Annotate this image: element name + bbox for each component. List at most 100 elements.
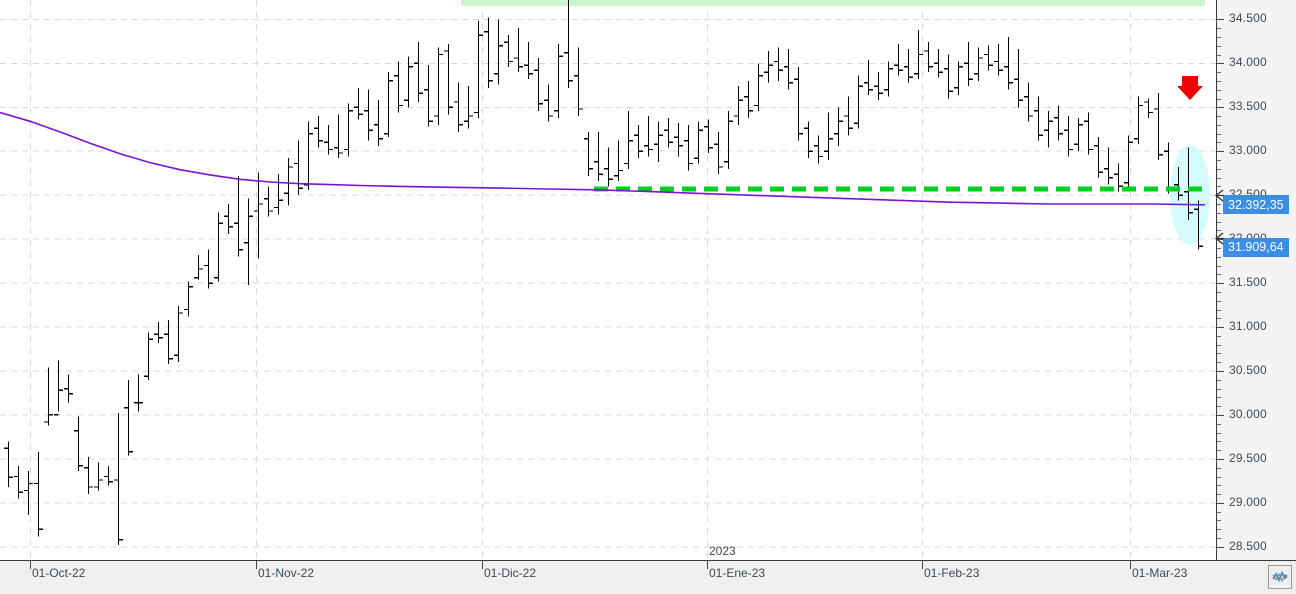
price-minor-tick: [1217, 494, 1221, 496]
price-minor-tick: [1217, 529, 1221, 531]
focus-ellipse: [1170, 145, 1210, 245]
price-minor-tick: [1217, 80, 1221, 82]
price-minor-tick: [1217, 318, 1221, 320]
price-tick-label: 30.000: [1229, 406, 1267, 421]
price-minor-tick: [1217, 335, 1221, 337]
time-tick-mark: [30, 561, 31, 569]
price-minor-tick: [1217, 177, 1221, 179]
price-tick-mark: [1217, 502, 1224, 504]
price-minor-tick: [1217, 89, 1221, 91]
price-minor-tick: [1217, 28, 1221, 30]
price-minor-tick: [1217, 291, 1221, 293]
chart-style-button[interactable]: [1268, 565, 1292, 589]
price-minor-tick: [1217, 538, 1221, 539]
bearish-marker: [1177, 76, 1203, 100]
price-minor-tick: [1217, 379, 1221, 381]
price-minor-tick: [1217, 54, 1221, 56]
price-minor-tick: [1217, 450, 1221, 452]
price-tick-mark: [1217, 458, 1224, 460]
moving-average-line: [0, 111, 1206, 206]
price-minor-tick: [1217, 142, 1221, 144]
price-tick-mark: [1217, 19, 1224, 21]
price-minor-tick: [1217, 98, 1221, 100]
price-badge[interactable]: 32.392,35: [1214, 189, 1289, 215]
price-minor-tick: [1217, 133, 1221, 135]
price-tick-mark: [1217, 546, 1224, 548]
price-minor-tick: [1217, 204, 1221, 205]
time-tick-label: 01-Dic-22: [484, 566, 537, 580]
price-tick-label: 34.000: [1229, 55, 1267, 70]
time-tick-mark: [1130, 561, 1131, 569]
price-minor-tick: [1217, 467, 1221, 469]
time-axis[interactable]: 2023 01-Oct-22 01-Nov-22 01-Dic-22 01-Ene-2…: [0, 544, 1296, 594]
price-minor-tick: [1217, 230, 1221, 232]
time-tick-mark: [707, 561, 708, 569]
resistance-zone: [461, 0, 1205, 6]
price-tick-label: 31.500: [1229, 275, 1267, 290]
time-tick-label: 01-Mar-23: [1132, 566, 1188, 580]
price-tick-mark: [1217, 239, 1224, 241]
price-minor-tick: [1217, 265, 1221, 267]
price-minor-tick: [1217, 168, 1221, 170]
price-tick-label: 33.500: [1229, 99, 1267, 114]
price-minor-tick: [1217, 160, 1221, 161]
price-minor-tick: [1217, 45, 1221, 47]
price-minor-tick: [1217, 72, 1221, 74]
time-tick-mark: [922, 561, 923, 569]
price-minor-tick: [1217, 511, 1221, 513]
price-tick-label: 29.000: [1229, 494, 1267, 509]
price-minor-tick: [1217, 397, 1221, 399]
price-minor-tick: [1217, 221, 1221, 223]
price-tick-label: 28.500: [1229, 538, 1267, 553]
price-minor-tick: [1217, 309, 1221, 311]
ohlc-chart-canvas: [0, 0, 1216, 560]
price-minor-tick: [1217, 476, 1221, 478]
price-minor-tick: [1217, 124, 1221, 126]
price-tick-label: 33.000: [1229, 143, 1267, 158]
price-minor-tick: [1217, 362, 1221, 364]
price-tick-mark: [1217, 414, 1224, 416]
price-minor-tick: [1217, 344, 1221, 346]
price-minor-tick: [1217, 256, 1221, 258]
price-tick-label: 30.500: [1229, 363, 1267, 377]
price-axis[interactable]: 34.50034.00033.50033.00032.50032.00031.5…: [1214, 0, 1296, 560]
year-label: 2023: [709, 544, 736, 558]
price-minor-tick: [1217, 423, 1221, 425]
wave-chart-icon: [1272, 570, 1288, 583]
price-tick-mark: [1217, 107, 1224, 109]
price-tick-label: 29.500: [1229, 450, 1267, 465]
price-minor-tick: [1217, 485, 1221, 487]
price-minor-tick: [1217, 116, 1221, 117]
time-tick-label: 01-Ene-23: [709, 566, 766, 580]
price-tick-label: 31.000: [1229, 319, 1267, 333]
price-badge-arrow-icon: [1214, 232, 1224, 245]
price-tick-mark: [1217, 371, 1224, 372]
price-minor-tick: [1217, 432, 1221, 434]
price-tick-mark: [1217, 283, 1224, 285]
chart-plot-area[interactable]: [0, 0, 1216, 560]
time-tick-mark: [482, 561, 483, 569]
price-badge-arrow-icon: [1214, 189, 1224, 202]
time-tick-label: 01-Feb-23: [924, 566, 980, 580]
price-minor-tick: [1217, 247, 1221, 249]
price-tick-mark: [1217, 63, 1224, 65]
price-minor-tick: [1217, 353, 1221, 355]
price-tick-mark: [1217, 327, 1224, 328]
price-minor-tick: [1217, 520, 1221, 522]
price-minor-tick: [1217, 406, 1221, 408]
price-minor-tick: [1217, 212, 1221, 214]
price-badge[interactable]: 31.909,64: [1214, 232, 1289, 257]
price-minor-tick: [1217, 441, 1221, 443]
price-minor-tick: [1217, 300, 1221, 302]
price-minor-tick: [1217, 36, 1221, 38]
price-tick-mark: [1217, 151, 1224, 153]
price-minor-tick: [1217, 388, 1221, 390]
price-minor-tick: [1217, 274, 1221, 276]
time-tick-label: 01-Oct-22: [32, 566, 86, 580]
price-minor-tick: [1217, 186, 1221, 188]
price-tick-label: 34.500: [1229, 11, 1267, 26]
gridlines: [0, 0, 1216, 560]
ohlc-bars: [4, 0, 1203, 546]
time-tick-mark: [256, 561, 257, 569]
